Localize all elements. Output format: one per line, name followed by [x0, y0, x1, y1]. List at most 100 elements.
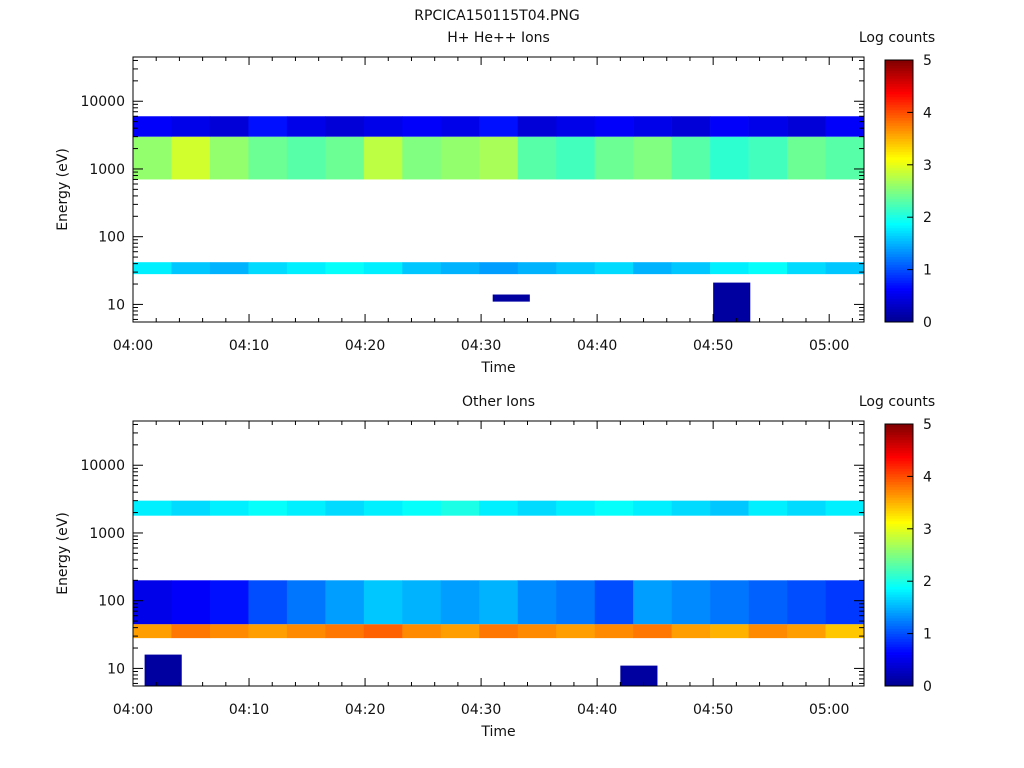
colorbar-segment — [885, 261, 913, 265]
colorbar-segment — [885, 151, 913, 155]
heatmap-cell — [825, 500, 865, 516]
colorbar-segment — [885, 219, 913, 223]
x-tick-label: 04:30 — [461, 338, 501, 354]
colorbar-segment — [885, 67, 913, 71]
colorbar-segment — [885, 515, 913, 519]
colorbar-segment — [885, 125, 913, 129]
colorbar-segment — [885, 206, 913, 210]
heatmap-cell — [620, 665, 658, 686]
x-tick-label: 04:10 — [229, 338, 269, 354]
heatmap-cell — [713, 282, 751, 322]
heatmap-cells — [133, 116, 865, 322]
heatmap-cell — [556, 262, 595, 275]
colorbar-tick-label: 4 — [923, 469, 932, 485]
heatmap-cell — [402, 116, 442, 137]
colorbar-segment — [885, 460, 913, 464]
colorbar-segment — [885, 623, 913, 627]
heatmap-cell — [556, 624, 595, 639]
colorbar-segment — [885, 458, 913, 462]
heatmap-cell — [363, 624, 403, 639]
heatmap-cell — [671, 624, 711, 639]
heatmap-cell — [209, 262, 249, 275]
heatmap-cell — [363, 116, 403, 137]
colorbar-segment — [885, 164, 913, 168]
colorbar-segment — [885, 130, 913, 134]
heatmap-cell — [479, 262, 519, 275]
heatmap-cell — [440, 580, 480, 625]
heatmap-cell — [787, 262, 826, 275]
heatmap-cell — [825, 624, 865, 639]
colorbar-segment — [885, 641, 913, 645]
colorbar-segment — [885, 562, 913, 566]
x-tick-label: 05:00 — [809, 702, 849, 718]
colorbar-segment — [885, 141, 913, 145]
heatmap-cell — [248, 136, 288, 180]
heatmap-cell — [556, 500, 595, 516]
heatmap-cell — [248, 500, 288, 516]
heatmap-cell — [825, 136, 865, 180]
colorbar-segment — [885, 94, 913, 98]
colorbar-segment — [885, 675, 913, 679]
heatmap-cell — [248, 262, 288, 275]
colorbar-segment — [885, 476, 913, 480]
colorbar-segment — [885, 232, 913, 236]
colorbar-segment — [885, 602, 913, 606]
heatmap-cell — [671, 580, 711, 625]
colorbar-segment — [885, 544, 913, 548]
panel-other-ions: Other Ions 04:00 04:10 04:20 04:30 04:40 04:50… — [55, 394, 935, 740]
colorbar-segment — [885, 109, 913, 113]
colorbar-segment — [885, 439, 913, 443]
heatmap-cell — [248, 624, 288, 639]
heatmap-cell — [594, 624, 634, 639]
x-tick-label: 04:20 — [345, 702, 385, 718]
colorbar-segment — [885, 314, 913, 318]
colorbar-segment — [885, 159, 913, 163]
heatmap-cell — [325, 580, 365, 625]
heatmap-cell — [440, 262, 480, 275]
colorbar-segment — [885, 528, 913, 532]
colorbar-segment — [885, 534, 913, 538]
colorbar-label: Log counts — [859, 394, 935, 410]
colorbar-segment — [885, 510, 913, 514]
colorbar-segment — [885, 204, 913, 208]
colorbar-segment — [885, 586, 913, 590]
heatmap-cell — [171, 136, 211, 180]
colorbar-segment — [885, 429, 913, 433]
heatmap-cell — [671, 136, 711, 180]
colorbar-segment — [885, 253, 913, 257]
colorbar-segment — [885, 492, 913, 496]
heatmap-cell — [363, 580, 403, 625]
heatmap-cell — [133, 500, 172, 516]
heatmap-cell — [286, 116, 326, 137]
colorbar-segment — [885, 311, 913, 315]
colorbar-segment — [885, 193, 913, 197]
colorbar-segment — [885, 177, 913, 181]
colorbar-segment — [885, 518, 913, 522]
colorbar-segment — [885, 198, 913, 202]
x-tick-label: 04:40 — [577, 338, 617, 354]
colorbar-segment — [885, 471, 913, 475]
colorbar-segment — [885, 465, 913, 469]
heatmap-cell — [594, 500, 634, 516]
heatmap-cell — [286, 580, 326, 625]
colorbar-segment — [885, 285, 913, 289]
colorbar-segment — [885, 115, 913, 119]
heatmap-cell — [787, 580, 826, 625]
colorbar-segment — [885, 191, 913, 195]
colorbar-segment — [885, 264, 913, 268]
colorbar-segment — [885, 117, 913, 121]
colorbar-segment — [885, 678, 913, 682]
colorbar-segment — [885, 143, 913, 147]
colorbar-segment — [885, 112, 913, 116]
colorbar-segment — [885, 450, 913, 454]
colorbar-segment — [885, 185, 913, 189]
colorbar-segment — [885, 497, 913, 501]
heatmap-cell — [286, 262, 326, 275]
colorbar-segment — [885, 62, 913, 66]
heatmap-cell — [594, 580, 634, 625]
y-tick-label: 10000 — [80, 458, 125, 474]
colorbar-segment — [885, 581, 913, 585]
heatmap-cell — [286, 500, 326, 516]
colorbar-tick-label: 0 — [923, 315, 932, 331]
